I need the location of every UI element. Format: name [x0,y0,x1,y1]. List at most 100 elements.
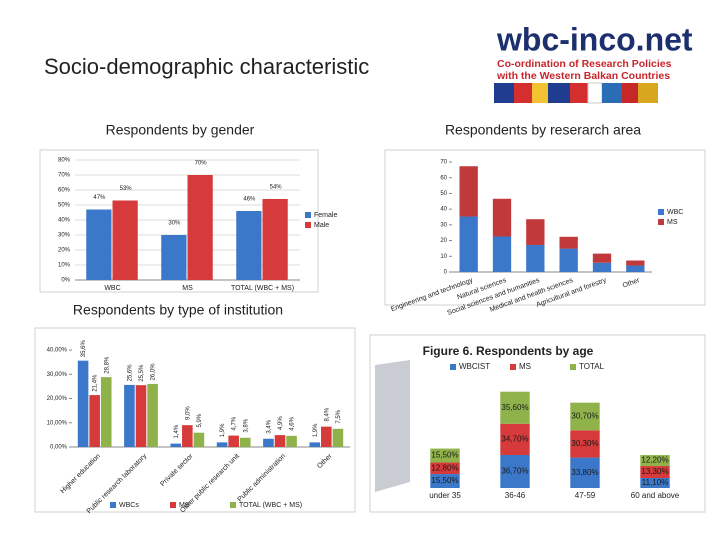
y-tick-label: 50 [440,191,447,197]
y-tick-label: 60 [440,175,447,181]
legend-label: MS [179,502,190,509]
legend-swatch [570,364,576,370]
bar [492,198,512,237]
bar [309,442,321,447]
y-tick-label: 40,00% [47,348,68,354]
logo: wbc-inco.net Co-ordination of Research P… [494,21,693,104]
bar [500,454,530,488]
bar [77,360,89,447]
logo-line: Co-ordination of Research Policies [497,58,672,70]
y-tick-label: 10 [440,254,447,260]
value-label: 35,60% [501,403,528,412]
value-label: 9,0% [185,406,191,420]
value-label: 30,30% [571,439,598,448]
value-label: 1,9% [220,423,226,437]
bar [640,466,670,479]
value-label: 15,50% [431,476,458,485]
x-tick-label: under 35 [429,491,461,500]
bar [526,219,545,245]
legend-label: WBCIST [459,362,490,371]
bar [559,236,578,249]
bar [182,425,193,447]
bar [89,395,100,447]
bar [570,457,600,488]
bar [135,385,147,447]
bar [492,236,512,272]
y-tick-label: 20% [58,248,71,254]
slide-title: Socio-demographic characteristic [44,54,369,79]
bar [592,253,612,263]
bar [570,430,600,458]
y-tick-label: 10% [58,263,71,269]
chart-frame [384,149,706,306]
value-label: 5,9% [197,413,203,427]
bar [187,175,213,280]
value-label: 12,20% [641,456,668,465]
flag-strip [494,82,658,104]
value-label: 4,9% [278,416,284,430]
bar [236,211,262,280]
value-label: 1,4% [174,424,180,438]
legend-label: TOTAL [579,362,605,371]
value-label: 30,70% [571,412,598,421]
chart-wall [375,360,410,492]
bar [430,462,460,475]
bar [626,265,645,272]
value-label: 4,6% [290,416,296,430]
y-tick-label: 70% [58,173,71,179]
bar [228,435,239,447]
bar [161,235,187,280]
y-tick-label: 0 [444,270,448,276]
legend-swatch [450,364,456,370]
value-label: 46% [243,197,256,203]
x-tick-label: 60 and above [631,491,680,500]
value-label: 26,0% [151,363,157,381]
bar [263,438,274,447]
y-tick-label: 30 [440,222,447,228]
y-tick-label: 30,00% [47,372,68,378]
value-label: 28,8% [104,356,110,374]
bar [216,442,228,447]
bar [124,384,135,447]
bar [592,262,612,272]
chart-title: Respondents by gender [106,122,255,138]
bar [239,437,251,447]
value-label: 25,5% [139,364,145,382]
legend-swatch [510,364,516,370]
y-tick-label: 70 [440,160,447,166]
bar [559,248,578,272]
legend-swatch [305,222,311,228]
value-label: 8,4% [324,407,330,421]
value-label: 4,7% [232,416,238,430]
value-label: 11,10% [642,478,669,487]
legend-swatch [658,219,664,225]
bar [112,200,138,280]
bar [321,426,332,447]
legend-swatch [170,502,176,508]
legend-swatch [110,502,116,508]
bar [500,423,530,455]
value-label: 47% [93,195,106,201]
y-tick-label: 80% [58,158,71,164]
y-tick-label: 0% [61,278,70,284]
y-tick-label: 10,00% [47,420,68,426]
legend-label: MS [519,362,531,371]
value-label: 13,30% [641,467,668,476]
x-tick-label: 36-46 [505,491,526,500]
bar [640,478,670,488]
value-label: 3,8% [243,418,249,432]
bar [193,432,205,447]
chart-title: Respondents by type of institution [73,302,283,318]
y-tick-label: 40% [58,218,71,224]
value-label: 34,70% [501,434,528,443]
value-label: 15,50% [431,451,458,460]
value-label: 1,9% [313,423,319,437]
value-label: 54% [270,185,283,191]
chart-title: Figure 6. Respondents by age [423,344,594,358]
x-tick-label: 47-59 [575,491,596,500]
y-tick-label: 60% [58,188,71,194]
y-tick-label: 20,00% [47,396,68,402]
bar [430,448,460,463]
y-tick-label: 50% [58,203,71,209]
bar [100,377,112,447]
